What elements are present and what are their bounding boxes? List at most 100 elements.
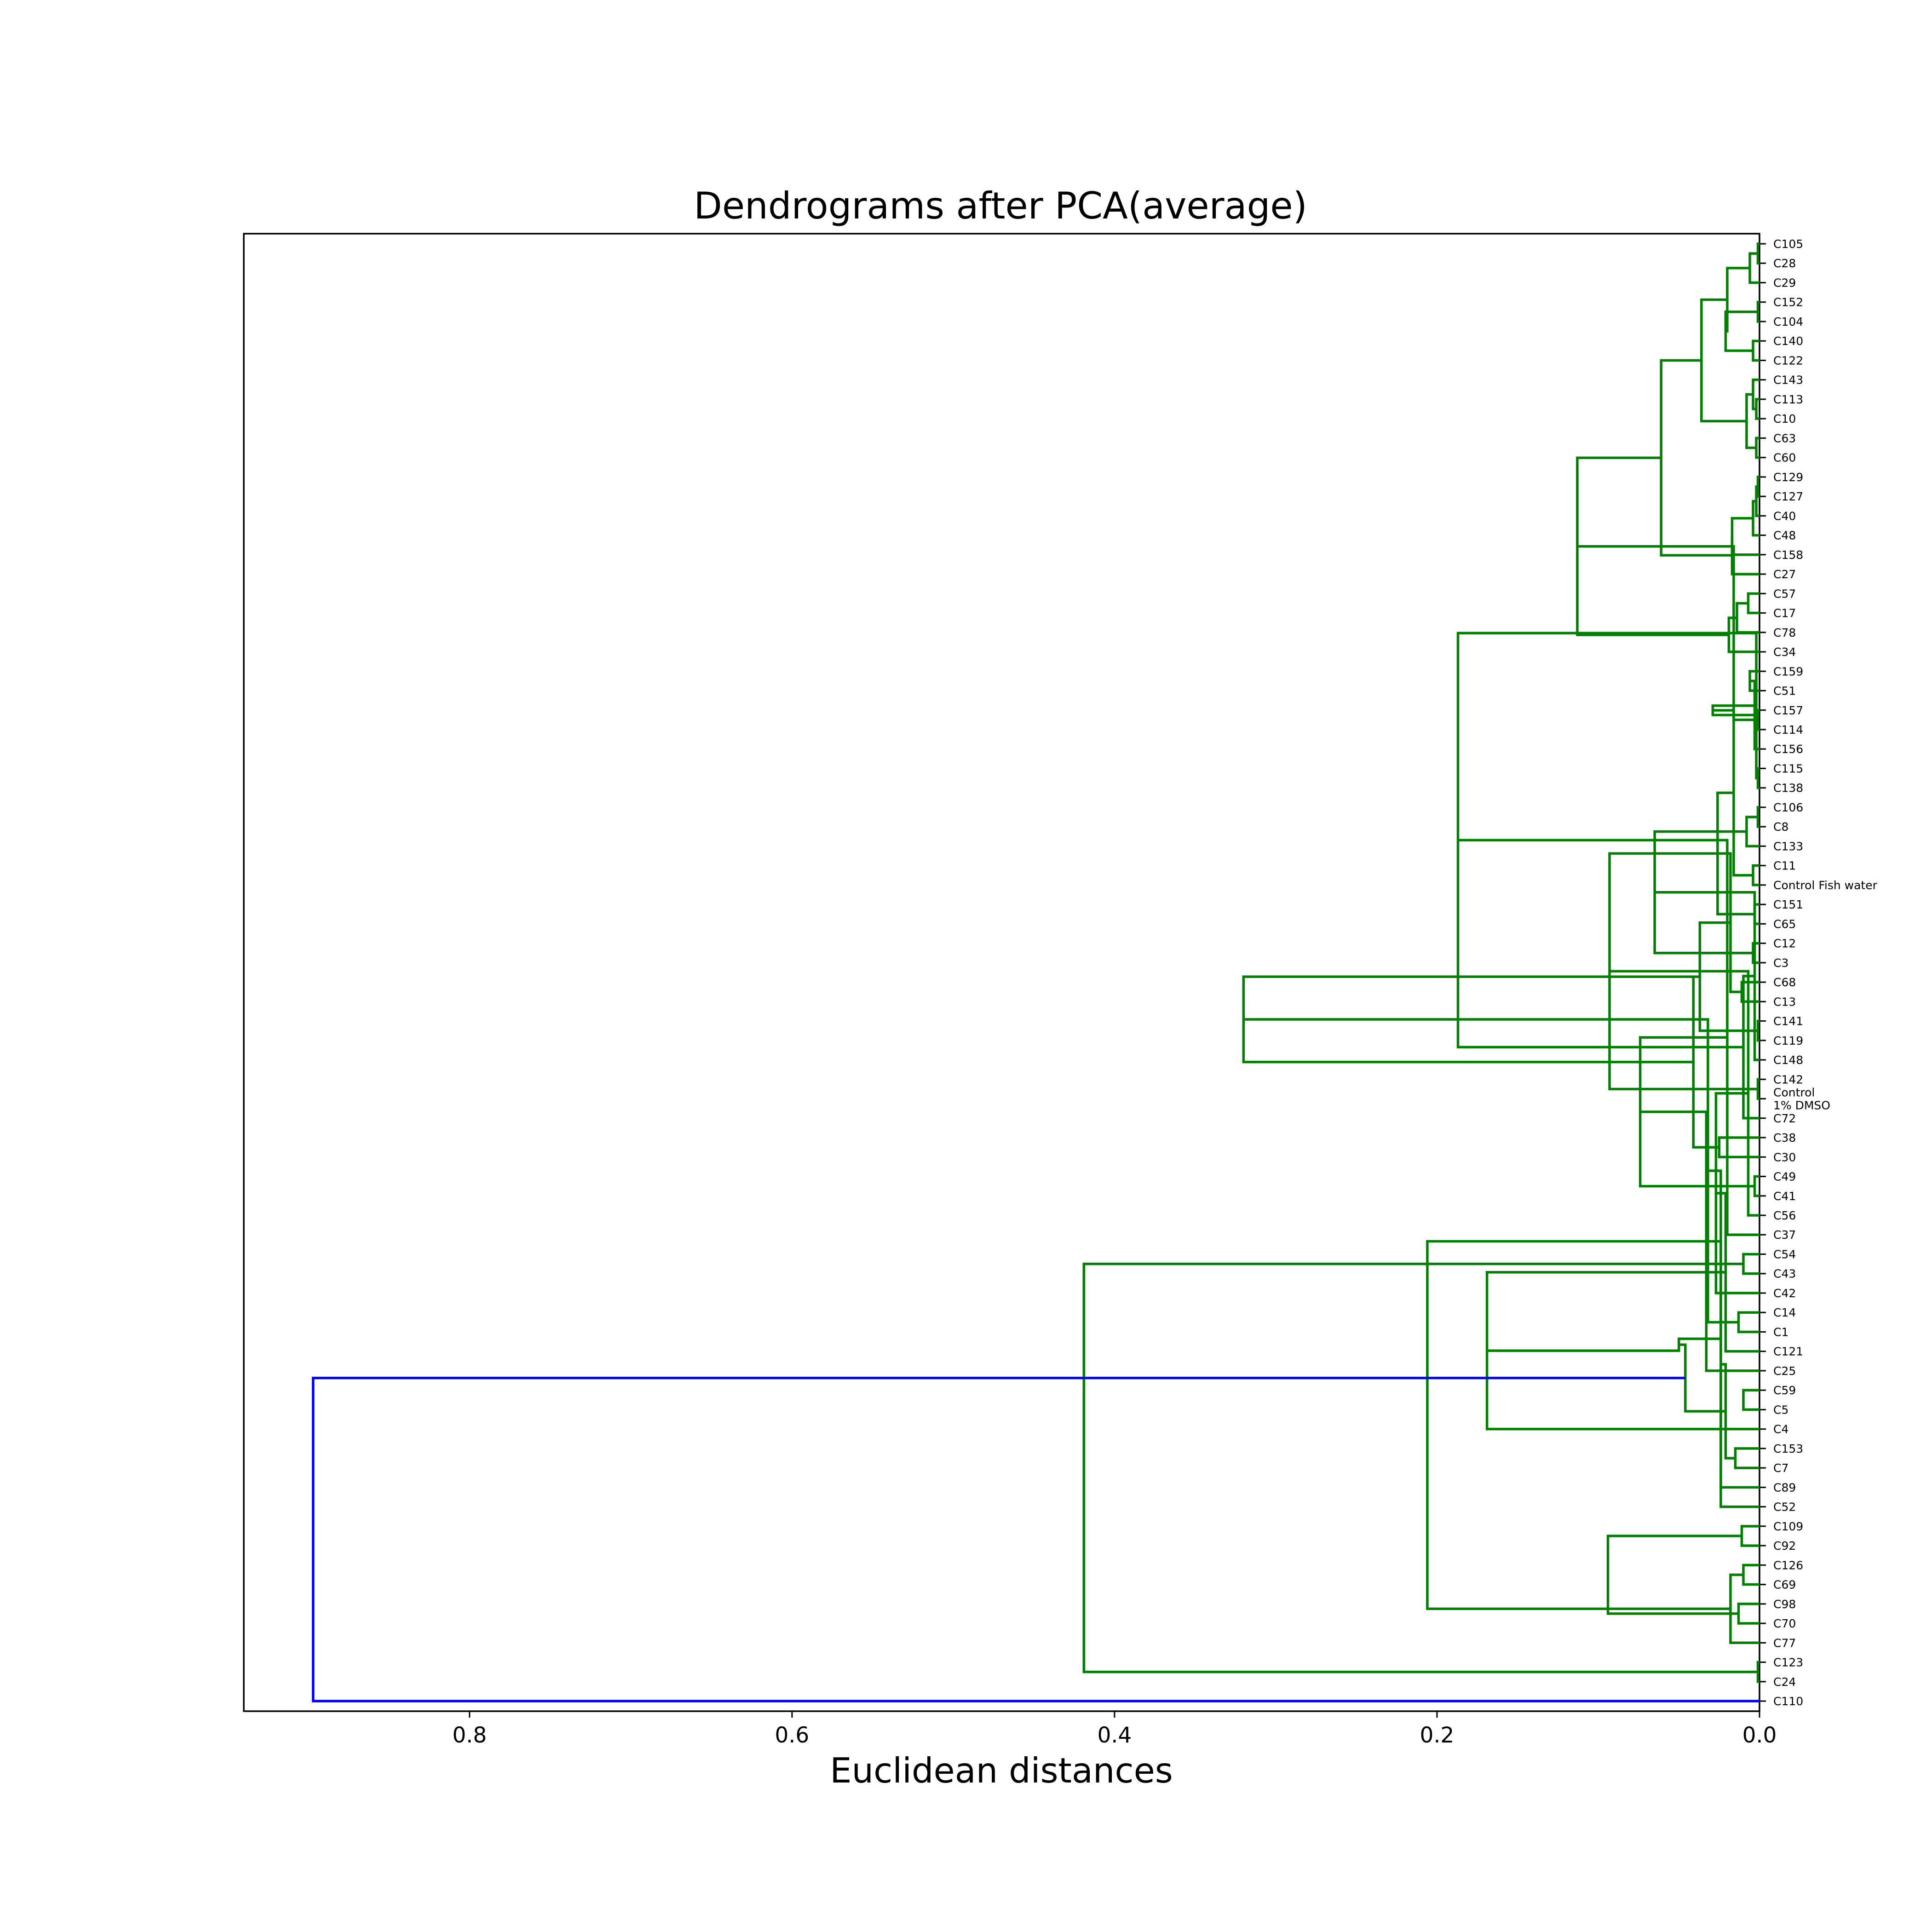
leaf-label: C3 bbox=[1773, 956, 1788, 970]
leaf-label: C60 bbox=[1773, 451, 1796, 465]
leaf-label: Control Fish water bbox=[1773, 879, 1878, 892]
leaf-label: C65 bbox=[1773, 917, 1796, 931]
leaf-label: C141 bbox=[1773, 1015, 1803, 1028]
x-axis-label: Euclidean distances bbox=[830, 1750, 1173, 1791]
leaf-label: C92 bbox=[1773, 1539, 1796, 1552]
leaf-label: C153 bbox=[1773, 1442, 1803, 1455]
dendrogram-link bbox=[1737, 1603, 1760, 1625]
dendrogram-link bbox=[1742, 1253, 1760, 1275]
leaf-label: C140 bbox=[1773, 334, 1803, 348]
dendrogram-link bbox=[1706, 1240, 1760, 1489]
dendrogram-link bbox=[1740, 1525, 1760, 1547]
leaf-label: C57 bbox=[1773, 587, 1796, 600]
dendrogram-link bbox=[1606, 1535, 1742, 1615]
leaf-label: C129 bbox=[1773, 471, 1803, 484]
leaf-label: C1 bbox=[1773, 1325, 1788, 1339]
leaf-label: C158 bbox=[1773, 548, 1803, 562]
leaf-label: C8 bbox=[1773, 820, 1788, 834]
plot-frame bbox=[243, 233, 1760, 1712]
leaf-label: C110 bbox=[1773, 1695, 1803, 1708]
x-tick-label: 0.2 bbox=[1420, 1723, 1455, 1748]
leaf-label: C104 bbox=[1773, 315, 1803, 328]
leaf-label: C152 bbox=[1773, 296, 1803, 309]
dendrogram-link bbox=[1660, 359, 1732, 557]
x-tick-label: 0.6 bbox=[775, 1723, 809, 1748]
leaf-label: C78 bbox=[1773, 626, 1796, 639]
dendrogram-link bbox=[1745, 393, 1756, 449]
leaf-label: C133 bbox=[1773, 840, 1803, 853]
leaf-label: C17 bbox=[1773, 607, 1796, 620]
leaf-label: C27 bbox=[1773, 568, 1796, 581]
dendrogram-link bbox=[1747, 592, 1760, 615]
dendrogram-link bbox=[1752, 339, 1760, 362]
leaf-label: C114 bbox=[1773, 723, 1803, 736]
dendrogram-link bbox=[1742, 1389, 1760, 1411]
leaf-labels: C105 C28 C29 C152 C104 C140 C122 C143 C113 C10 C63… bbox=[1760, 237, 1878, 1708]
leaf-label: C43 bbox=[1773, 1267, 1796, 1281]
leaf-label: C54 bbox=[1773, 1248, 1796, 1261]
leaf-label: C59 bbox=[1773, 1384, 1796, 1397]
leaf-label: Control 1% DMSO bbox=[1773, 1086, 1830, 1112]
leaf-label: C70 bbox=[1773, 1617, 1796, 1630]
dendrogram-link bbox=[1737, 1311, 1760, 1334]
dendrogram-link bbox=[1752, 864, 1760, 886]
leaf-label: C142 bbox=[1773, 1073, 1803, 1086]
leaf-label: C109 bbox=[1773, 1520, 1803, 1533]
leaf-label: C42 bbox=[1773, 1287, 1796, 1300]
leaf-label: C89 bbox=[1773, 1481, 1796, 1494]
dendrogram-link bbox=[1742, 1564, 1760, 1586]
x-axis-ticks: 0.8 0.6 0.4 0.2 0.0 bbox=[452, 1711, 1777, 1748]
leaf-label: C138 bbox=[1773, 782, 1803, 795]
leaf-label: C68 bbox=[1773, 976, 1796, 989]
leaf-label: C28 bbox=[1773, 257, 1796, 270]
leaf-label: C115 bbox=[1773, 762, 1803, 775]
leaf-label: C38 bbox=[1773, 1131, 1796, 1144]
leaf-label: C63 bbox=[1773, 431, 1796, 445]
leaf-label: C69 bbox=[1773, 1578, 1796, 1592]
leaf-label: C126 bbox=[1773, 1558, 1803, 1572]
leaf-label: C77 bbox=[1773, 1636, 1796, 1650]
leaf-label: C122 bbox=[1773, 354, 1803, 367]
leaf-label: C105 bbox=[1773, 237, 1803, 251]
dendrogram-link bbox=[1734, 1447, 1760, 1469]
x-tick-label: 0.0 bbox=[1742, 1723, 1777, 1748]
leaf-label: C151 bbox=[1773, 898, 1803, 911]
leaf-label: C41 bbox=[1773, 1190, 1796, 1203]
leaf-label: C143 bbox=[1773, 374, 1803, 387]
leaf-label: C148 bbox=[1773, 1053, 1803, 1067]
leaf-label: C7 bbox=[1773, 1461, 1788, 1475]
leaf-label: C29 bbox=[1773, 276, 1796, 289]
leaf-label: C121 bbox=[1773, 1345, 1803, 1358]
leaf-label: C123 bbox=[1773, 1656, 1803, 1669]
leaf-label: C119 bbox=[1773, 1034, 1803, 1047]
leaf-label: C12 bbox=[1773, 937, 1796, 950]
leaf-label: C40 bbox=[1773, 509, 1796, 523]
dendrogram-link bbox=[1700, 298, 1747, 423]
leaf-label: C14 bbox=[1773, 1306, 1796, 1319]
leaf-label: C159 bbox=[1773, 665, 1803, 678]
leaf-label: C52 bbox=[1773, 1501, 1796, 1514]
chart-title: Dendrograms after PCA(average) bbox=[694, 184, 1307, 227]
x-tick-label: 0.4 bbox=[1097, 1723, 1132, 1748]
leaf-label: C156 bbox=[1773, 742, 1803, 756]
dendrogram-links bbox=[311, 242, 1760, 1702]
dendrogram-link bbox=[1679, 1343, 1726, 1413]
leaf-label: C48 bbox=[1773, 529, 1796, 542]
leaf-label: C127 bbox=[1773, 490, 1803, 503]
leaf-label: C106 bbox=[1773, 801, 1803, 814]
x-tick-label: 0.8 bbox=[452, 1723, 487, 1748]
leaf-label: C5 bbox=[1773, 1403, 1788, 1416]
leaf-label: C30 bbox=[1773, 1150, 1796, 1164]
dendrogram-link bbox=[1426, 1240, 1731, 1610]
leaf-label: C34 bbox=[1773, 645, 1796, 659]
dendrogram-link bbox=[1725, 267, 1750, 333]
leaf-label: C4 bbox=[1773, 1423, 1788, 1436]
dendrogram-link bbox=[1731, 536, 1760, 575]
leaf-label: C10 bbox=[1773, 412, 1796, 426]
leaf-label: C24 bbox=[1773, 1675, 1796, 1689]
leaf-label: C56 bbox=[1773, 1209, 1796, 1222]
dendrogram-link bbox=[1243, 1018, 1739, 1324]
dendrogram-link bbox=[311, 1376, 1760, 1702]
leaf-label: C11 bbox=[1773, 859, 1796, 873]
